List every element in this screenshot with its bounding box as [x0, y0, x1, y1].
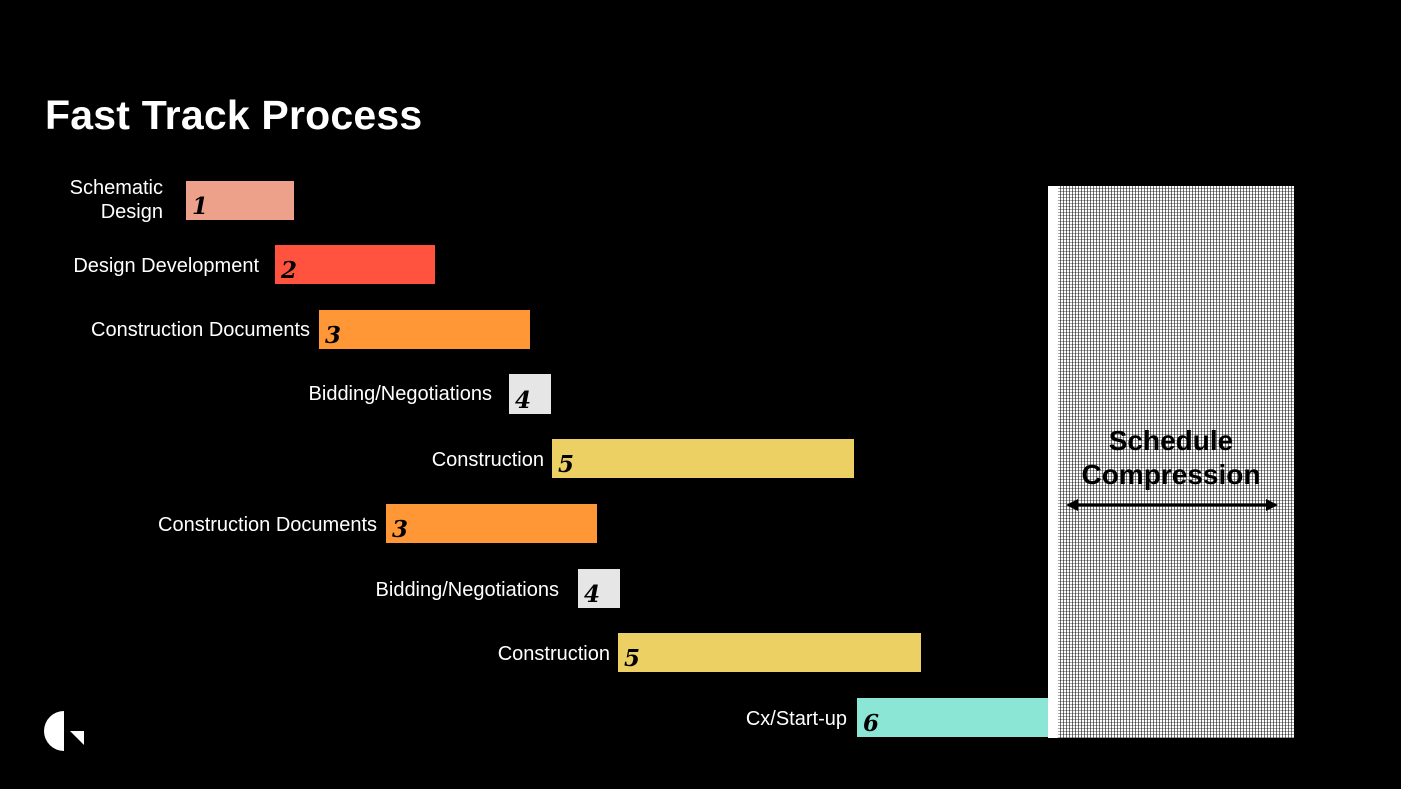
phase-bar-5-second: 5	[618, 633, 921, 672]
phase-number: 5	[624, 645, 641, 672]
page-title: Fast Track Process	[45, 92, 423, 138]
phase-number: 3	[325, 322, 342, 349]
phase-bar-3-second: 3	[386, 504, 597, 543]
schedule-compression-block: Schedule Compression	[1048, 186, 1294, 738]
phase-number: 4	[515, 387, 532, 414]
company-logo-icon	[44, 711, 84, 751]
phase-label-construction-documents: Construction Documents	[91, 319, 310, 341]
phase-bar-4-second: 4	[578, 569, 620, 608]
phase-bar-5: 5	[552, 439, 854, 478]
compression-edge	[1048, 186, 1058, 738]
phase-bar-1: 1	[186, 181, 294, 220]
schedule-compression-label: Schedule Compression	[1081, 425, 1261, 490]
phase-label-construction-documents-2: Construction Documents	[158, 514, 377, 536]
phase-label-cx-startup: Cx/Start-up	[745, 708, 847, 730]
phase-number: 1	[192, 193, 209, 220]
phase-label-bidding-negotiations: Bidding/Negotiations	[308, 383, 492, 405]
phase-number: 2	[281, 257, 298, 284]
phase-number: 3	[392, 516, 409, 543]
phase-bar-3: 3	[319, 310, 530, 349]
phase-label-design-development: Design Development	[73, 255, 259, 277]
phase-number: 5	[558, 451, 575, 478]
phase-label-bidding-negotiations-2: Bidding/Negotiations	[375, 579, 559, 601]
phase-label-construction-2: Construction	[497, 643, 610, 665]
phase-label-schematic-design: Schematic Design	[69, 177, 163, 223]
phase-bar-4: 4	[509, 374, 551, 414]
double-arrow-horizontal-icon	[1066, 499, 1278, 511]
phase-number: 6	[863, 710, 880, 737]
phase-label-construction: Construction	[431, 449, 544, 471]
phase-number: 4	[584, 581, 601, 608]
phase-bar-6: 6	[857, 698, 1052, 737]
phase-bar-2: 2	[275, 245, 435, 284]
